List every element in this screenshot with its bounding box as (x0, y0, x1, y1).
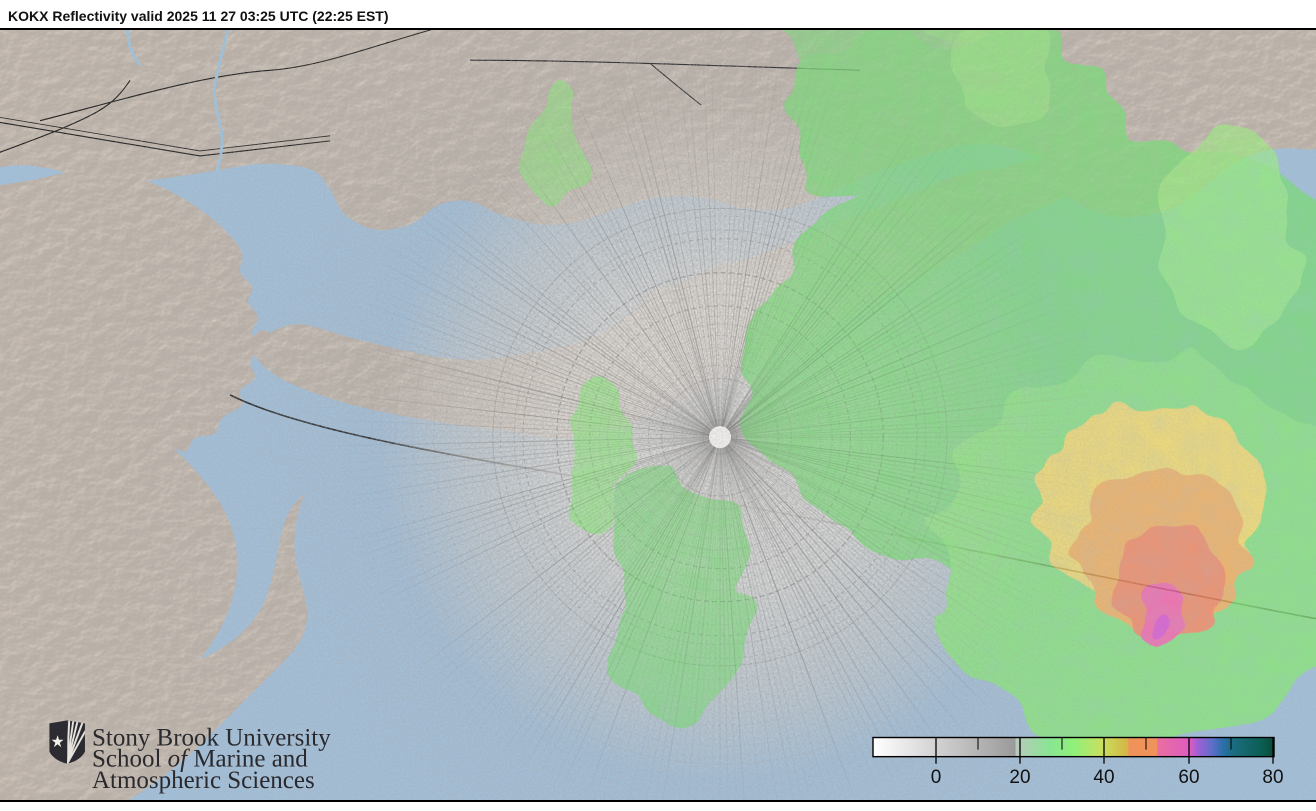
svg-text:20: 20 (1009, 767, 1030, 788)
svg-text:60: 60 (1178, 767, 1199, 788)
svg-text:80: 80 (1262, 767, 1283, 788)
svg-text:0: 0 (931, 767, 942, 788)
svg-text:40: 40 (1093, 767, 1114, 788)
svg-text:Atmospheric Sciences: Atmospheric Sciences (92, 767, 315, 794)
